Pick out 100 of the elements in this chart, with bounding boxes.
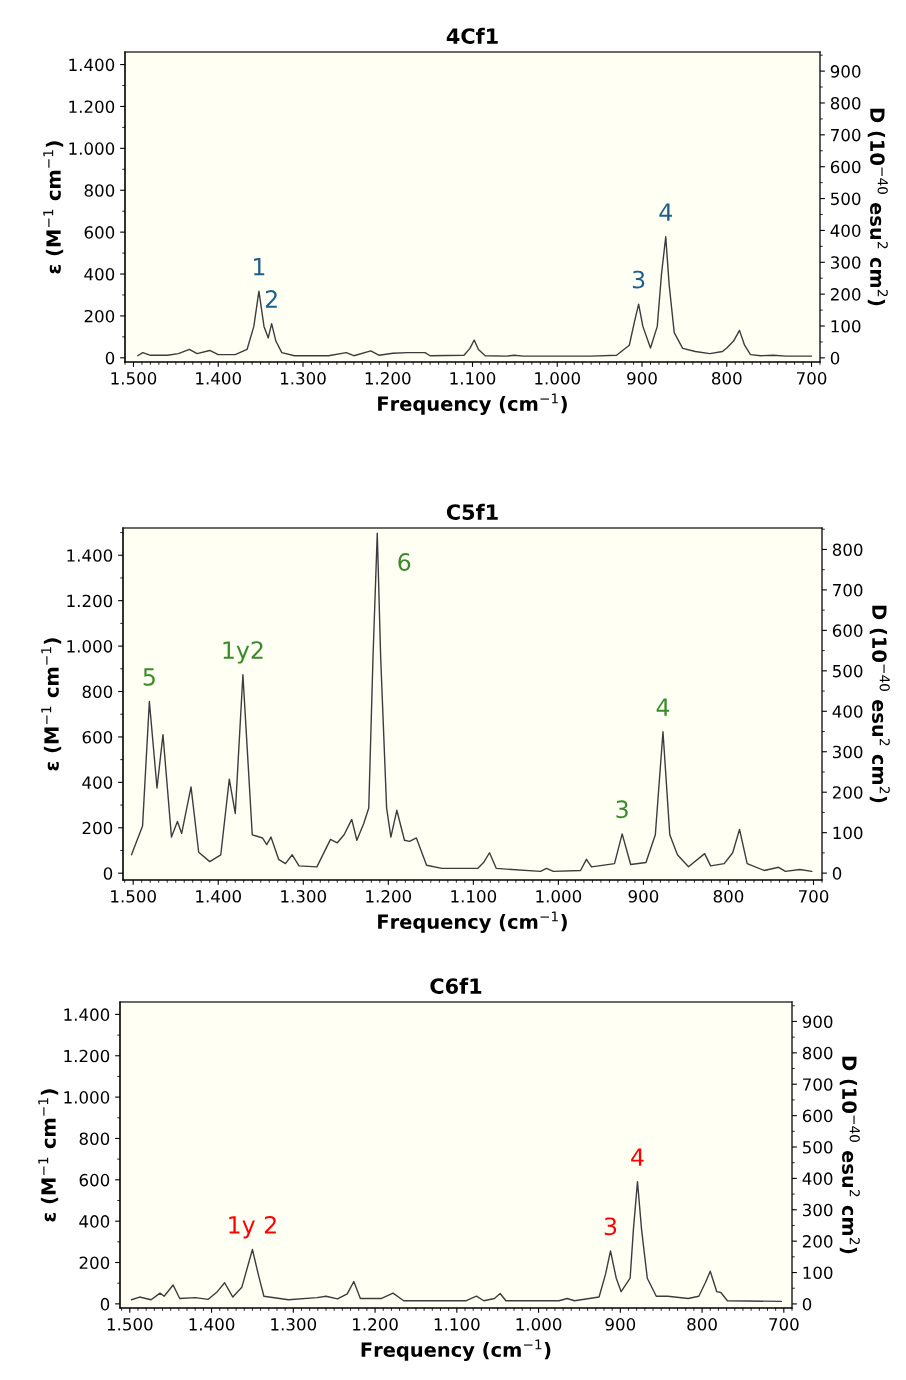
y-axis-title: ε (M$^{−1}$ cm$^{−1}$) [41, 638, 62, 771]
y2-tick-label: 500 [831, 192, 861, 206]
x-tick-label: 700 [798, 890, 829, 903]
y-tick-label: 200 [79, 1256, 110, 1270]
y-tick-label: 1.400 [69, 58, 115, 72]
y-tick-label: 1.000 [64, 1091, 110, 1104]
y2-tick-label: 0 [802, 1297, 812, 1311]
y2-tick-label: 700 [831, 128, 861, 142]
y-tick-label: 600 [84, 226, 115, 239]
y-tick-label: 1.200 [67, 594, 113, 608]
y-tick-label: 0 [103, 867, 113, 880]
x-tick-label: 1.500 [111, 372, 157, 385]
annotation: 4 [631, 1148, 644, 1166]
x-tick-label: 1.100 [434, 1318, 480, 1331]
y-tick-label: 1.400 [64, 1008, 110, 1021]
x-tick-label: 800 [711, 372, 742, 385]
annotation: 5 [143, 668, 155, 686]
y-tick-label: 0 [100, 1297, 110, 1311]
x-tick-label: 700 [796, 372, 827, 385]
y2-tick-label: 800 [830, 96, 861, 110]
y2-tick-label: 900 [830, 65, 861, 78]
chart-title: C6f1 [430, 977, 482, 994]
y2-tick-label: 700 [833, 583, 863, 597]
y2-tick-label: 0 [830, 351, 840, 365]
x-tick-label: 1.300 [281, 890, 327, 903]
x-tick-label: 1.500 [107, 1318, 153, 1331]
x-tick-label: 800 [687, 1318, 717, 1331]
y2-tick-label: 900 [802, 1015, 833, 1029]
y2-tick-label: 400 [832, 705, 863, 718]
x-tick-label: 700 [769, 1318, 799, 1331]
x-tick-label: 1.100 [451, 890, 497, 903]
x-tick-label: 1.200 [365, 372, 411, 385]
y2-tick-label: 100 [831, 319, 861, 333]
y-tick-label: 600 [82, 730, 113, 744]
annotation: 2 [265, 290, 277, 308]
x-tick-label: 1.500 [111, 890, 156, 903]
y-tick-label: 1.200 [69, 100, 115, 114]
annotation: 3 [616, 800, 628, 819]
x-axis-title: Frequency (cm$^{−1}$) [378, 393, 567, 415]
y2-tick-label: 600 [802, 1109, 833, 1123]
y-tick-label: 800 [82, 685, 113, 699]
chart-title: 4Cf1 [446, 27, 498, 44]
y2-tick-label: 600 [832, 624, 863, 637]
x-tick-label: 1.000 [535, 372, 581, 385]
y2-tick-label: 0 [832, 867, 842, 880]
y-axis-title: ε (M$^{−1}$ cm$^{−1}$) [43, 141, 64, 274]
x-tick-label: 1.000 [516, 1318, 562, 1331]
y2-tick-label: 800 [832, 543, 863, 557]
y2-tick-label: 500 [803, 1140, 833, 1154]
x-tick-label: 900 [627, 372, 657, 385]
y2-tick-label: 600 [830, 160, 861, 174]
x-tick-label: 1.400 [189, 1318, 235, 1331]
y-tick-label: 0 [105, 351, 115, 365]
y-tick-label: 800 [79, 1132, 110, 1146]
x-axis-title: Frequency (cm$^{−1}$) [378, 911, 567, 933]
y2-tick-label: 200 [830, 288, 861, 301]
y2-tick-label: 800 [802, 1046, 833, 1060]
y-tick-label: 1.000 [67, 640, 113, 653]
y-tick-label: 1.000 [69, 142, 115, 155]
x-tick-label: 900 [605, 1318, 636, 1331]
y2-tick-label: 500 [833, 664, 863, 678]
y2-axis-title: D (10$^{−40}$ esu$^{2}$ cm$^{2}$) [867, 108, 888, 306]
annotation: 4 [659, 203, 672, 221]
annotation: 1 [254, 257, 265, 276]
y2-tick-label: 100 [833, 826, 863, 840]
x-axis-title: Frequency (cm$^{−1}$) [361, 1339, 551, 1361]
y-tick-label: 400 [84, 267, 115, 281]
x-tick-label: 1.400 [196, 890, 241, 903]
x-tick-label: 800 [713, 890, 744, 903]
annotation: 4 [656, 698, 670, 716]
annotation: 3 [632, 270, 645, 289]
x-tick-label: 1.400 [196, 372, 241, 385]
x-tick-label: 900 [628, 890, 659, 903]
annotation: 1y2 [223, 641, 263, 664]
annotation: 3 [604, 1217, 617, 1236]
y-tick-label: 400 [79, 1215, 110, 1228]
y2-tick-label: 300 [802, 1203, 833, 1217]
y2-tick-label: 400 [802, 1172, 833, 1185]
y2-tick-label: 400 [830, 224, 861, 237]
x-tick-label: 1.200 [366, 890, 412, 903]
y-tick-label: 400 [82, 776, 113, 789]
y2-tick-label: 700 [803, 1078, 833, 1091]
x-tick-label: 1.100 [450, 372, 496, 385]
annotation: 6 [398, 553, 411, 571]
y2-tick-label: 100 [803, 1266, 833, 1280]
annotation: 1y 2 [229, 1215, 276, 1239]
y2-axis-title: D (10$^{−40}$ esu$^{2}$ cm$^{2}$) [839, 1056, 860, 1254]
y-axis-title: ε (M$^{−1}$ cm$^{−1}$) [38, 1089, 59, 1222]
y-tick-label: 1.200 [64, 1049, 110, 1063]
y2-axis-title: D (10$^{−40}$ esu$^{2}$ cm$^{2}$) [869, 605, 890, 803]
y-tick-label: 1.400 [67, 549, 113, 562]
y-tick-label: 200 [82, 821, 113, 835]
x-tick-label: 1.000 [536, 890, 582, 903]
x-tick-label: 1.300 [280, 372, 326, 385]
y2-tick-label: 200 [832, 786, 863, 799]
y-tick-label: 600 [79, 1173, 110, 1187]
y2-tick-label: 300 [830, 256, 861, 269]
y2-tick-label: 200 [802, 1235, 833, 1248]
x-tick-label: 1.300 [271, 1318, 317, 1331]
y-tick-label: 800 [84, 184, 115, 197]
